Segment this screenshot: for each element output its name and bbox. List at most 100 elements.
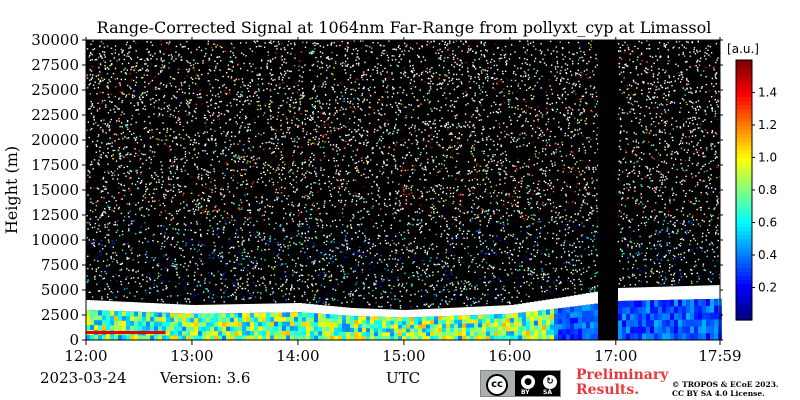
- noise-pixel: [123, 166, 125, 169]
- noise-pixel: [265, 278, 267, 281]
- noise-pixel: [207, 174, 209, 176]
- noise-pixel: [501, 49, 503, 51]
- noise-pixel: [203, 199, 206, 201]
- noise-pixel: [246, 87, 249, 90]
- noise-pixel: [453, 200, 455, 203]
- noise-pixel: [645, 258, 647, 260]
- noise-pixel: [180, 254, 182, 257]
- noise-pixel: [633, 94, 635, 96]
- noise-pixel: [456, 189, 458, 192]
- noise-pixel: [548, 253, 550, 255]
- noise-pixel: [316, 95, 318, 97]
- noise-pixel: [245, 42, 247, 44]
- noise-pixel: [513, 177, 516, 180]
- noise-pixel: [643, 82, 645, 84]
- noise-pixel: [91, 103, 93, 105]
- noise-pixel: [429, 120, 431, 123]
- noise-pixel: [292, 102, 295, 104]
- noise-pixel: [300, 269, 303, 271]
- noise-pixel: [173, 137, 175, 139]
- noise-pixel: [451, 78, 454, 80]
- noise-pixel: [361, 159, 363, 162]
- noise-pixel: [417, 272, 419, 274]
- noise-pixel: [247, 289, 249, 292]
- noise-pixel: [440, 233, 443, 235]
- noise-pixel: [312, 111, 314, 114]
- noise-pixel: [130, 177, 132, 179]
- noise-pixel: [449, 189, 451, 191]
- noise-pixel: [293, 288, 295, 290]
- noise-pixel: [314, 90, 316, 92]
- noise-pixel: [209, 100, 212, 102]
- noise-pixel: [157, 275, 160, 277]
- noise-pixel: [696, 66, 699, 69]
- noise-pixel: [266, 204, 269, 207]
- noise-pixel: [239, 285, 241, 287]
- noise-pixel: [248, 137, 250, 140]
- noise-pixel: [683, 149, 686, 151]
- noise-pixel: [135, 65, 137, 67]
- noise-pixel: [93, 159, 96, 161]
- noise-pixel: [705, 147, 708, 149]
- noise-pixel: [717, 255, 719, 257]
- noise-pixel: [698, 63, 700, 65]
- noise-pixel: [646, 40, 648, 42]
- noise-pixel: [289, 127, 291, 129]
- noise-pixel: [144, 289, 147, 292]
- noise-pixel: [400, 103, 403, 106]
- noise-pixel: [422, 269, 424, 271]
- noise-pixel: [454, 61, 456, 64]
- noise-pixel: [145, 183, 147, 185]
- noise-pixel: [88, 56, 90, 58]
- noise-pixel: [489, 127, 491, 130]
- noise-pixel: [408, 151, 411, 154]
- noise-pixel: [299, 101, 301, 103]
- noise-pixel: [667, 259, 669, 261]
- noise-pixel: [539, 192, 541, 195]
- noise-pixel: [455, 217, 457, 219]
- noise-pixel: [314, 42, 316, 44]
- noise-pixel: [465, 40, 467, 42]
- noise-pixel: [289, 170, 291, 172]
- noise-pixel: [585, 73, 587, 76]
- noise-pixel: [135, 136, 138, 139]
- noise-pixel: [711, 242, 713, 244]
- noise-pixel: [214, 179, 216, 182]
- noise-pixel: [390, 291, 392, 294]
- noise-pixel: [125, 278, 127, 280]
- noise-pixel: [549, 184, 551, 187]
- noise-pixel: [597, 164, 599, 167]
- noise-pixel: [271, 287, 274, 290]
- noise-pixel: [533, 120, 535, 122]
- noise-pixel: [101, 296, 103, 298]
- noise-pixel: [307, 185, 309, 187]
- noise-pixel: [428, 42, 430, 45]
- noise-pixel: [655, 188, 657, 190]
- noise-pixel: [580, 132, 583, 134]
- noise-pixel: [682, 214, 685, 216]
- noise-pixel: [574, 287, 576, 290]
- noise-pixel: [662, 192, 664, 194]
- noise-pixel: [402, 238, 404, 240]
- noise-pixel: [438, 163, 440, 165]
- noise-pixel: [395, 202, 397, 204]
- noise-pixel: [178, 53, 180, 56]
- noise-pixel: [618, 160, 620, 162]
- noise-pixel: [298, 80, 301, 82]
- noise-pixel: [155, 88, 157, 90]
- noise-pixel: [427, 264, 429, 267]
- noise-pixel: [431, 110, 433, 112]
- noise-pixel: [555, 45, 557, 47]
- noise-pixel: [273, 151, 275, 153]
- noise-pixel: [528, 190, 530, 193]
- noise-pixel: [399, 48, 401, 50]
- noise-pixel: [122, 91, 124, 93]
- noise-pixel: [457, 123, 460, 125]
- noise-pixel: [650, 130, 652, 132]
- noise-pixel: [211, 189, 213, 191]
- noise-pixel: [580, 173, 582, 176]
- noise-pixel: [593, 260, 595, 262]
- noise-pixel: [477, 214, 479, 216]
- noise-pixel: [623, 157, 625, 159]
- noise-pixel: [194, 248, 196, 250]
